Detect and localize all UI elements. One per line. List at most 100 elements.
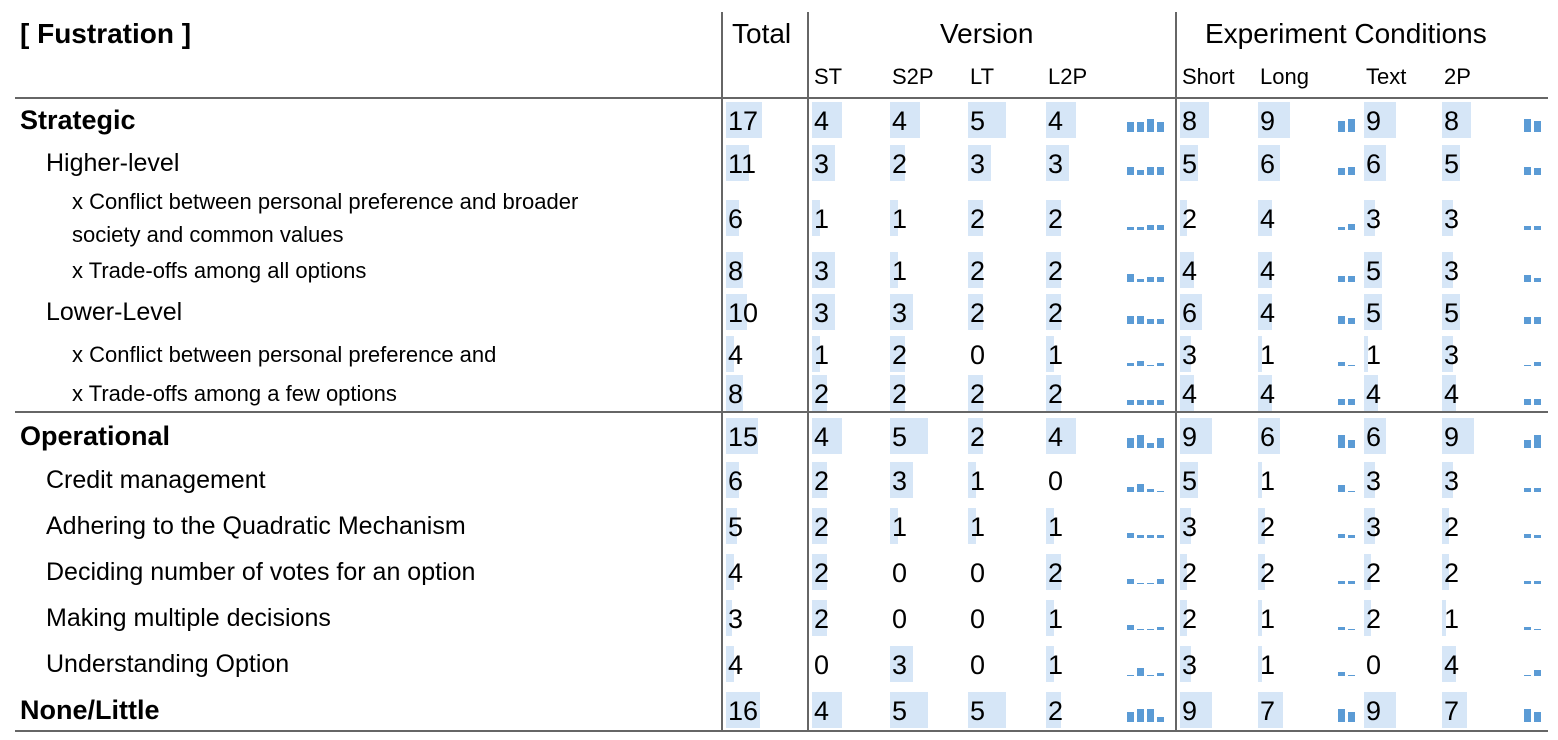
- sparkline-bar: [1127, 399, 1134, 405]
- data-bar: [968, 692, 1006, 728]
- data-bar: [812, 418, 843, 454]
- rule: [721, 12, 723, 732]
- sparkline-bar: [1147, 489, 1154, 492]
- rule: [15, 730, 1548, 732]
- sparkline-bar: [1348, 276, 1355, 282]
- cell-value: 2: [970, 379, 986, 409]
- data-bar: [1364, 462, 1375, 498]
- cell-value: 3: [970, 149, 986, 179]
- sparkline-bar: [1137, 121, 1144, 132]
- cell-value: 3: [1366, 204, 1382, 234]
- data-bar: [1258, 294, 1273, 330]
- data-bar: [726, 554, 735, 590]
- sparkline-bar: [1348, 399, 1355, 405]
- sparkline-bar: [1338, 276, 1345, 282]
- data-bar: [1442, 200, 1453, 236]
- data-bar: [1258, 145, 1280, 181]
- sparkline-bar: [1534, 535, 1541, 538]
- cell-value: 3: [1182, 340, 1198, 370]
- cell-value: 3: [892, 466, 908, 496]
- cell-value: 6: [728, 204, 744, 234]
- data-bar: [812, 692, 843, 728]
- sparkline-bar: [1147, 167, 1154, 175]
- sparkline-bar: [1147, 674, 1154, 676]
- sparkline-bar: [1534, 361, 1541, 366]
- data-bar: [812, 462, 828, 498]
- sparkline-bar: [1127, 486, 1134, 492]
- data-bar: [1364, 508, 1375, 544]
- sparkline-bar: [1534, 628, 1541, 630]
- column-header: Text: [1366, 64, 1407, 89]
- sparkline-bar: [1147, 224, 1154, 230]
- sparkline-bar: [1348, 119, 1355, 132]
- cell-value: 2: [892, 149, 908, 179]
- sparkline-bar: [1524, 627, 1531, 630]
- data-bar: [890, 646, 913, 682]
- cell-value: 5: [970, 696, 986, 726]
- cell-value: 2: [1444, 512, 1460, 542]
- data-bar: [1046, 646, 1054, 682]
- cell-value: 2: [1260, 512, 1276, 542]
- cell-value: 9: [1366, 696, 1382, 726]
- cell-value: 9: [1444, 422, 1460, 452]
- cell-value: 5: [1366, 298, 1382, 328]
- cell-value: 1: [970, 466, 986, 496]
- rule: [807, 12, 809, 732]
- column-group-header: Total: [732, 18, 792, 49]
- sparkline-bar: [1127, 674, 1134, 676]
- data-bar: [1442, 102, 1471, 138]
- data-bar: [1442, 336, 1453, 372]
- row-label: Credit management: [46, 465, 266, 494]
- sparkline-bar: [1534, 487, 1541, 492]
- sparkline-bar: [1348, 439, 1355, 448]
- data-bar: [1258, 418, 1280, 454]
- cell-value: 2: [1182, 604, 1198, 634]
- row-label: None/Little: [20, 694, 160, 725]
- cell-value: 9: [1260, 106, 1276, 136]
- sparkline-bar: [1157, 318, 1164, 324]
- data-bar: [1442, 554, 1450, 590]
- cell-value: 17: [728, 106, 759, 136]
- data-bar: [1180, 692, 1213, 728]
- data-bar: [1442, 145, 1460, 181]
- data-bar: [1180, 375, 1195, 411]
- cell-value: 6: [728, 466, 744, 496]
- data-bar: [1364, 252, 1382, 288]
- cell-value: 4: [892, 106, 908, 136]
- sparkline-bar: [1348, 581, 1355, 584]
- cell-value: 3: [1444, 466, 1460, 496]
- sparkline-bar: [1338, 120, 1345, 132]
- data-bar: [726, 692, 760, 728]
- sparkline-bar: [1157, 578, 1164, 584]
- data-bar: [1180, 600, 1188, 636]
- data-bar: [726, 418, 758, 454]
- data-bar: [726, 294, 747, 330]
- cell-value: 0: [970, 650, 986, 680]
- sparkline-bar: [1147, 582, 1154, 584]
- data-bar: [968, 252, 984, 288]
- cell-value: 8: [1182, 106, 1198, 136]
- cell-value: 15: [728, 422, 759, 452]
- data-bar: [1046, 375, 1062, 411]
- cell-value: 1: [1260, 466, 1276, 496]
- sparkline-bar: [1348, 628, 1355, 630]
- cell-value: 3: [728, 604, 744, 634]
- data-bar: [1046, 554, 1062, 590]
- cell-value: 0: [892, 558, 908, 588]
- cell-value: 2: [970, 422, 986, 452]
- data-bar: [1364, 418, 1386, 454]
- sparkline-bar: [1534, 225, 1541, 230]
- cell-value: 2: [814, 604, 830, 634]
- sparkline-bar: [1127, 437, 1134, 448]
- cell-value: 5: [970, 106, 986, 136]
- sparkline-bar: [1524, 364, 1531, 366]
- data-bar: [1046, 252, 1062, 288]
- sparkline-bar: [1524, 275, 1531, 282]
- data-bar: [812, 336, 820, 372]
- cell-value: 2: [814, 558, 830, 588]
- cell-value: 2: [1444, 558, 1460, 588]
- data-bar: [1046, 145, 1069, 181]
- data-bar: [890, 375, 906, 411]
- sparkline-bar: [1338, 671, 1345, 676]
